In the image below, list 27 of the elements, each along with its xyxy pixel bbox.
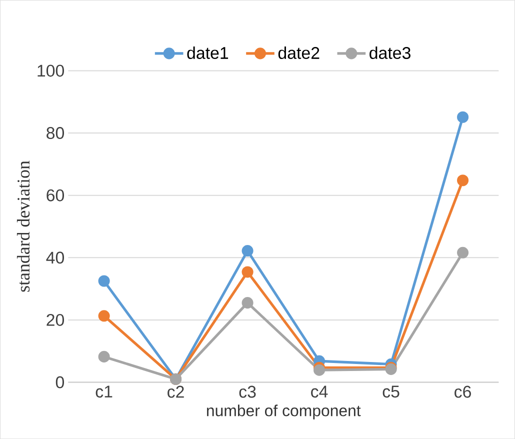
legend-label: date1 — [187, 46, 228, 59]
legend-label: date3 — [370, 46, 410, 59]
point — [98, 350, 110, 362]
y-tick-label: 100 — [38, 64, 64, 77]
point — [98, 275, 110, 287]
x-tick-label: c6 — [454, 386, 471, 398]
y-tick-label: 0 — [56, 376, 64, 388]
y-tick-label: 40 — [46, 252, 64, 264]
y-axis-title: standard deviation — [16, 160, 30, 292]
y-tick-label: 20 — [46, 314, 64, 326]
x-tick-label: c5 — [382, 386, 400, 398]
point — [457, 111, 469, 123]
x-tick-label: c1 — [96, 386, 112, 398]
y-tick-label: 60 — [46, 189, 64, 202]
point — [314, 364, 326, 376]
x-tick-label: c3 — [239, 386, 256, 398]
point — [242, 266, 254, 278]
y-tick-label: 80 — [46, 126, 64, 139]
point — [457, 174, 469, 186]
point — [457, 246, 469, 258]
x-tick-label: c2 — [168, 386, 184, 398]
legend-label: date2 — [278, 46, 320, 59]
point — [242, 244, 254, 257]
x-axis-title: number of component — [207, 404, 361, 420]
point — [242, 296, 254, 309]
point — [98, 310, 110, 322]
x-tick-label: c4 — [311, 386, 328, 398]
